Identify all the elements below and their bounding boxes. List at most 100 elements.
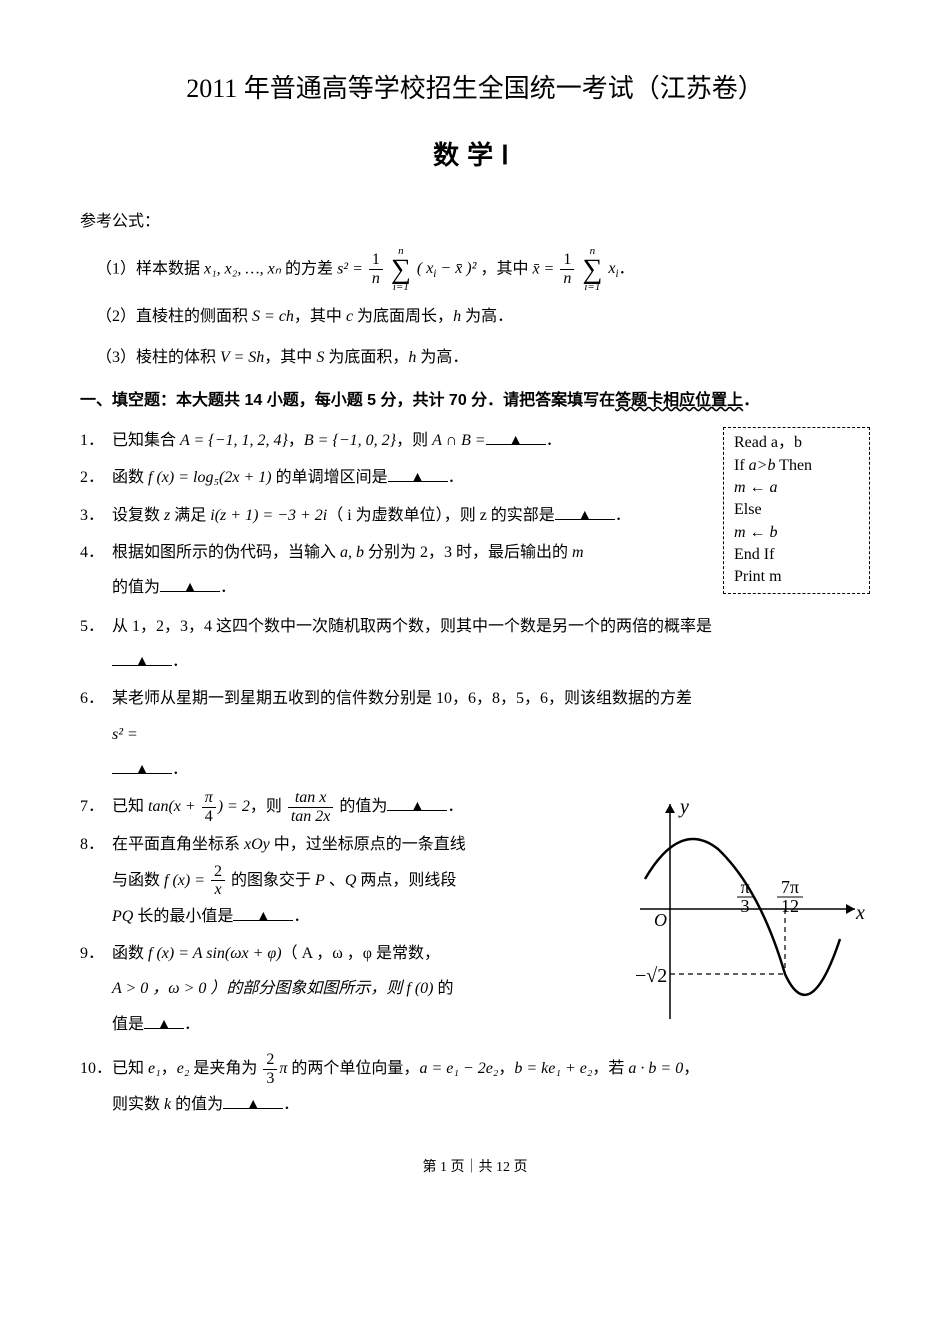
q8-l2-end: 两点，则线段 (356, 872, 456, 889)
pseudo-l5: m ← b (734, 522, 859, 544)
q1-mid: ， (288, 432, 304, 449)
q9-l2-end: 的 (434, 980, 454, 997)
q8-body: 在平面直角坐标系 xOy 中，过坐标原点的一条直线 与函数 f (x) = 2x… (112, 827, 600, 934)
pseudo-l2: If a>b Then (734, 455, 859, 477)
pseudo-l2-pre: If (734, 457, 749, 474)
q9-l3: 值是 (112, 1016, 144, 1033)
f2-expr: S = ch (252, 308, 294, 325)
formula-1: （1）样本数据 x₁, x₂, …, xₙ 的方差 s² = 1n n∑i=1 … (80, 246, 870, 293)
q6-s2: s² = (112, 726, 138, 743)
frac2-den: 12 (781, 896, 799, 916)
x-arrow-icon (846, 904, 855, 914)
q4-ab: a, b (340, 544, 364, 561)
f1-mid: 的方差 (281, 260, 337, 277)
q8-p: P (315, 872, 325, 889)
q10-blank (223, 1092, 283, 1109)
q9-paren: （ A ，ω ，φ 是常数， (282, 945, 440, 962)
exam-subtitle: 数学Ⅰ (80, 127, 870, 184)
f3-s-desc: 为底面积， (324, 349, 408, 366)
q1-body: 已知集合 A = {−1, 1, 2, 4}，B = {−1, 0, 2}，则 … (112, 423, 713, 458)
q8-l3-post: 长的最小值是 (133, 908, 233, 925)
y-label: y (678, 796, 689, 818)
variance-expr: s² = (337, 260, 367, 277)
q4-num: 4． (80, 535, 112, 570)
q8-num: 8． (80, 827, 112, 862)
q1-expr: A ∩ B = (432, 432, 486, 449)
q1-end: ． (546, 432, 562, 449)
q8-and: 、 (325, 872, 345, 889)
q7-body: 已知 tan(x + π4) = 2，则 tan xtan 2x 的值为． (112, 789, 600, 825)
q7-post: 的值为 (335, 798, 387, 815)
question-6: 6． 某老师从星期一到星期五收到的信件数分别是 10，6，8，5，6，则该组数据… (80, 681, 870, 787)
q7-end: ． (447, 798, 463, 815)
q3-paren: （ i 为虚数单位） (327, 507, 443, 524)
q9-body: 函数 f (x) = A sin(ωx + φ)（ A ，ω ，φ 是常数， A… (112, 936, 600, 1042)
q10-t: 已知 (112, 1060, 148, 1077)
frac2-num: 7π (781, 877, 799, 897)
q6-blank (112, 757, 172, 774)
q7-eq-l: tan(x + (148, 798, 200, 815)
question-10: 10． 已知 e₁，e₂ 是夹角为 23π 的两个单位向量，a = e₁ − 2… (80, 1051, 870, 1123)
question-4: 4． 根据如图所示的伪代码，当输入 a, b 分别为 2，3 时，最后输出的 m… (80, 535, 713, 605)
q10-dot: a · b = 0 (628, 1060, 683, 1077)
q10-e2: e₂ (177, 1060, 190, 1077)
q5-t: 从 1，2，3，4 这四个数中一次随机取两个数，则其中一个数是另一个的两倍的概率… (112, 618, 712, 635)
y-arrow-icon (665, 804, 675, 813)
q9-t: 函数 (112, 945, 148, 962)
q8-q: Q (345, 872, 357, 889)
sine-graph: y x O π 3 7π 12 −√2 (610, 789, 870, 1049)
f2-mid: ，其中 (294, 308, 346, 325)
one-over-n-2: 1n (560, 251, 574, 287)
q5-end: ． (172, 653, 188, 670)
question-1: 1． 已知集合 A = {−1, 1, 2, 4}，B = {−1, 0, 2}… (80, 423, 713, 458)
q4-end: ． (220, 579, 236, 596)
xbar-expr: x̄ = (532, 260, 558, 277)
f3-h-desc: 为高． (416, 349, 468, 366)
q7-tan-frac: tan xtan 2x (288, 789, 334, 825)
section-1-heading: 一、填空题：本大题共 14 小题，每小题 5 分，共计 70 分．请把答案填写在… (80, 385, 870, 417)
q9-fx: f (x) = A sin(ωx + φ) (148, 945, 282, 962)
section-pre: 一、填空题：本大题共 14 小题，每小题 5 分，共计 70 分．请把答案填写在 (80, 392, 615, 409)
q8-2-x: 2x (211, 863, 225, 899)
q3-post: ，则 z 的实部是 (444, 507, 555, 524)
q2-body: 函数 f (x) = log₅(2x + 1) 的单调增区间是． (112, 460, 713, 495)
q3-eq: i(z + 1) = −3 + 2i (210, 507, 327, 524)
q7-num: 7． (80, 789, 112, 824)
f1-pre: （1）样本数据 (96, 260, 204, 277)
section-post: ． (743, 392, 759, 409)
f3-mid: ，其中 (264, 349, 316, 366)
section-emph: 答题卡相应位置上 (615, 392, 743, 409)
q7-pi-4: π4 (202, 789, 216, 825)
f1-vars: x₁, x₂, …, xₙ (204, 260, 281, 277)
q9-num: 9． (80, 936, 112, 971)
sum-body-2: xi (608, 260, 618, 277)
q10-a: a = e₁ − 2e₂ (419, 1060, 498, 1077)
f2-c-desc: 为底面周长， (353, 308, 453, 325)
f1-post: ，其中 (480, 260, 532, 277)
sum-body-1: ( xi − x̄ )² (417, 260, 477, 277)
x-label: x (855, 902, 865, 924)
q8-xoy: xOy (244, 836, 270, 853)
one-over-n-1: 1n (369, 251, 383, 287)
reference-heading: 参考公式： (80, 204, 870, 239)
f3-pre: （3）棱柱的体积 (96, 349, 220, 366)
q1-blank (486, 428, 546, 445)
q10-b: b = ke₁ + e₂ (514, 1060, 592, 1077)
q6-end: ． (172, 761, 188, 778)
q1-a: A = {−1, 1, 2, 4} (180, 432, 288, 449)
q3-t: 设复数 (112, 507, 164, 524)
pseudo-l1: Read a，b (734, 432, 859, 454)
q3-mid: 满足 (170, 507, 210, 524)
q10-end: ． (283, 1096, 299, 1113)
q2-post: 的单调增区间是 (272, 469, 388, 486)
question-9: 9． 函数 f (x) = A sin(ωx + φ)（ A ，ω ，φ 是常数… (80, 936, 600, 1042)
q9-f0: f (0) (406, 980, 433, 997)
pseudo-l3: m ← a (734, 477, 859, 499)
q3-num: 3． (80, 498, 112, 533)
q8-fx: f (x) = (164, 872, 209, 889)
q2-fx: f (x) = log₅(2x + 1) (148, 469, 272, 486)
q6-num: 6． (80, 681, 112, 716)
q3-end: ． (615, 507, 631, 524)
question-8: 8． 在平面直角坐标系 xOy 中，过坐标原点的一条直线 与函数 f (x) =… (80, 827, 600, 934)
q4-mid: 分别为 2，3 时，最后输出的 (364, 544, 572, 561)
